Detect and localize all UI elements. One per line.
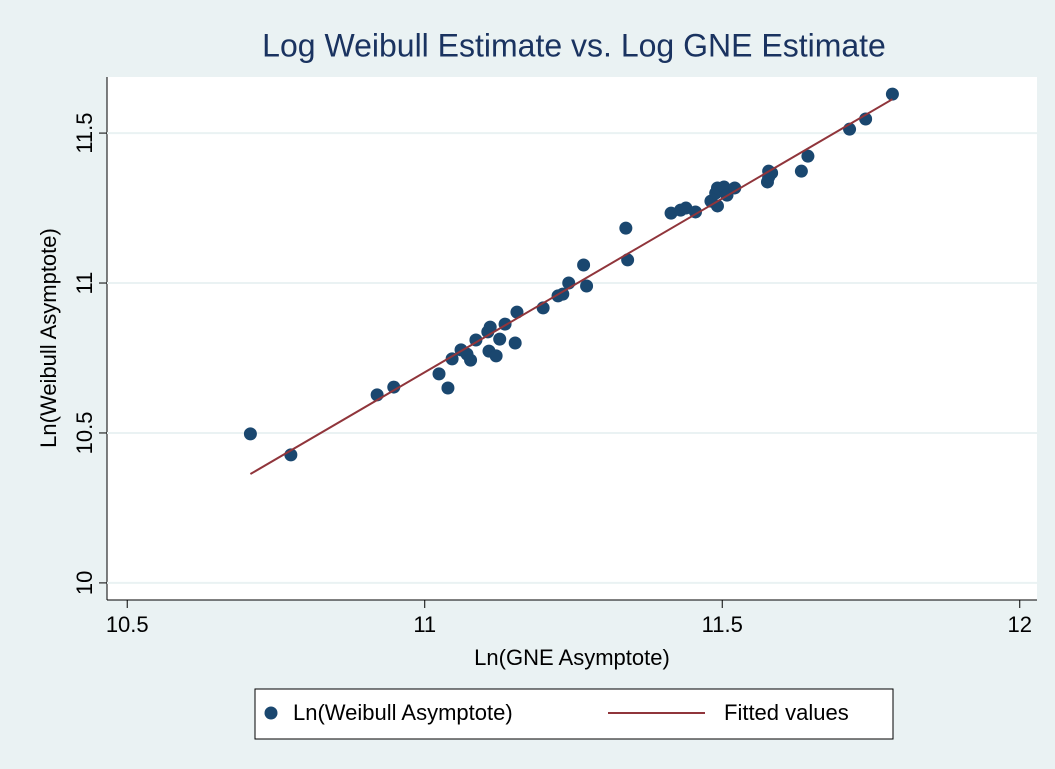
legend-marker xyxy=(264,706,278,720)
point xyxy=(243,427,257,441)
point xyxy=(794,164,808,178)
plot-area xyxy=(107,77,1037,600)
x-tick-label: 10.5 xyxy=(106,612,149,637)
point xyxy=(489,349,503,363)
y-tick-label: 10 xyxy=(72,571,97,595)
y-axis-label: Ln(Weibull Asymptote) xyxy=(36,228,61,448)
point xyxy=(483,320,497,334)
point xyxy=(885,87,899,101)
point xyxy=(801,149,815,163)
point xyxy=(493,332,507,346)
y-tick-label: 11 xyxy=(72,272,97,295)
point xyxy=(441,381,455,395)
x-tick-label: 12 xyxy=(1008,612,1032,637)
y-tick-label: 11.5 xyxy=(72,112,97,153)
fit-line xyxy=(249,98,893,475)
x-tick-label: 11 xyxy=(413,612,436,637)
legend-label: Ln(Weibull Asymptote) xyxy=(293,700,513,725)
x-tick-label: 11.5 xyxy=(702,612,743,637)
point xyxy=(445,352,459,366)
legend xyxy=(254,688,894,740)
point xyxy=(387,380,401,394)
chart-title: Log Weibull Estimate vs. Log GNE Estimat… xyxy=(262,27,886,63)
point xyxy=(508,336,522,350)
legend-label: Fitted values xyxy=(724,700,849,725)
point xyxy=(619,221,633,235)
point xyxy=(580,279,594,293)
point xyxy=(432,367,446,381)
point xyxy=(728,181,742,195)
point xyxy=(464,353,478,367)
x-axis-label: Ln(GNE Asymptote) xyxy=(474,645,670,670)
point xyxy=(577,258,591,272)
y-tick-label: 10.5 xyxy=(72,412,97,455)
